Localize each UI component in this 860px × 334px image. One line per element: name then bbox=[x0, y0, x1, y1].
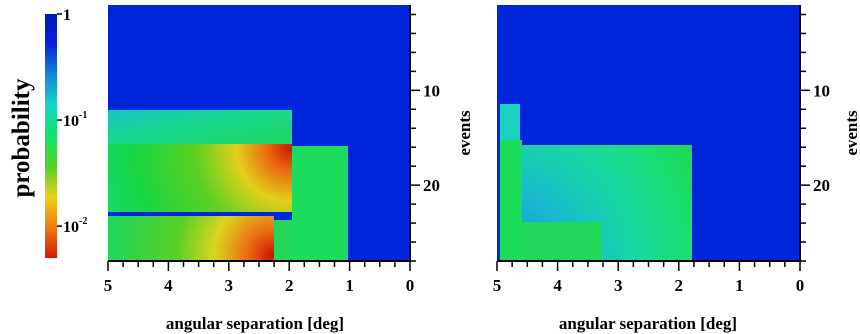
heatmap-regions-left bbox=[108, 110, 348, 261]
x-tick-label: 0 bbox=[406, 276, 415, 295]
heatmap-region bbox=[292, 146, 348, 261]
heatmap-region bbox=[500, 140, 522, 261]
y-axis-title-right: events bbox=[842, 110, 860, 156]
x-tick-label: 5 bbox=[104, 276, 113, 295]
x-tick-label: 4 bbox=[164, 276, 173, 295]
colorbar-title: probability bbox=[8, 78, 35, 198]
colorbar-ticks: 1 10-1 10-2 bbox=[57, 7, 87, 236]
x-tick-label: 3 bbox=[614, 276, 623, 295]
colorbar-tick-label: 1 bbox=[63, 7, 71, 24]
x-tick-label: 4 bbox=[553, 276, 562, 295]
x-axis-title-left: angular separation [deg] bbox=[166, 314, 344, 333]
y-tick-label: 10 bbox=[813, 81, 830, 100]
y-axis-title-left: events bbox=[455, 110, 474, 156]
heatmap-region bbox=[108, 144, 292, 212]
y-tick-label: 20 bbox=[423, 176, 440, 195]
y-tick-label: 10 bbox=[423, 81, 440, 100]
colorbar-tick-label: 10-2 bbox=[63, 216, 87, 236]
x-tick-label: 3 bbox=[225, 276, 234, 295]
colorbar-tick-label: 10-1 bbox=[63, 110, 87, 130]
x-tick-label: 5 bbox=[493, 276, 502, 295]
heatmap-region bbox=[500, 104, 520, 140]
colorbar-tick-exponent: -2 bbox=[79, 216, 87, 227]
colorbar: 1 10-1 10-2 probability bbox=[8, 7, 87, 258]
colorbar-gradient bbox=[45, 14, 57, 258]
heatmap-region bbox=[522, 222, 602, 261]
x-tick-label: 2 bbox=[285, 276, 294, 295]
heatmap-regions-right bbox=[500, 104, 692, 261]
x-tick-label: 1 bbox=[345, 276, 354, 295]
colorbar-tick-exponent: -1 bbox=[79, 110, 87, 121]
heatmap-region bbox=[108, 110, 292, 144]
x-tick-label: 0 bbox=[796, 276, 805, 295]
heatmap-region bbox=[274, 220, 292, 261]
x-tick-label: 2 bbox=[675, 276, 684, 295]
heatmap-region bbox=[108, 216, 274, 261]
x-tick-label: 1 bbox=[735, 276, 744, 295]
x-axis-title-right: angular separation [deg] bbox=[559, 314, 737, 333]
y-tick-label: 20 bbox=[813, 176, 830, 195]
